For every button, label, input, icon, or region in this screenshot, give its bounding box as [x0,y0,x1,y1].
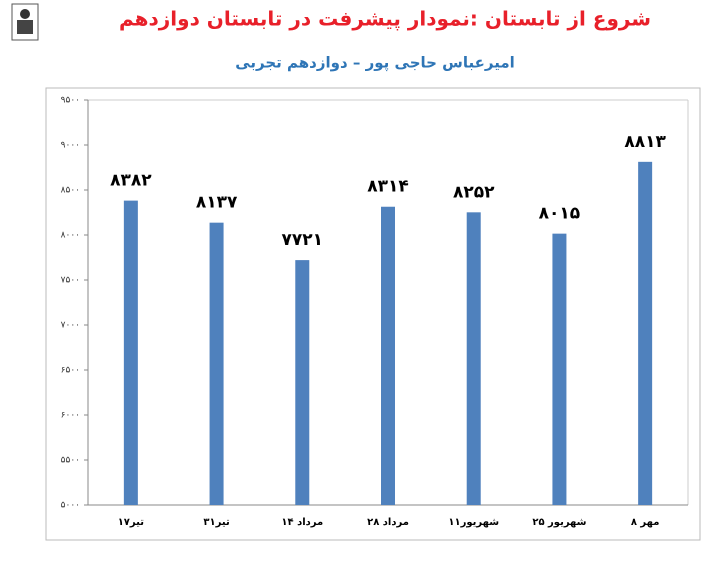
y-tick-label: ۹۵۰۰ [61,96,80,106]
x-tick-label: ۲۵ شهریور [532,517,586,528]
x-tick-label: ۳۱تیر [203,517,230,528]
logo-head [20,9,30,19]
logo-body [17,20,33,34]
bar [552,233,567,505]
x-tick-label: ۱۷تیر [118,517,145,528]
x-tick-label: ۱۱شهریور [448,517,499,528]
logo [11,3,39,41]
value-label: ۷۷۲۱ [282,230,324,250]
y-tick-label: ۵۵۰۰ [61,456,80,466]
y-tick-label: ۸۰۰۰ [61,231,80,241]
y-tick-label: ۷۵۰۰ [61,276,80,286]
chart-title: شروع از تابستان :نمودار پیشرفت در تابستا… [119,7,651,32]
y-tick-label: ۹۰۰۰ [61,141,80,151]
value-label: ۸۱۳۷ [196,193,238,213]
bar [466,212,481,505]
value-label: ۸۸۱۳ [624,132,666,152]
y-tick-label: ۸۵۰۰ [61,186,80,196]
x-tick-label: ۲۸ مرداد [367,517,409,528]
x-tick-label: ۸ مهر [631,517,660,528]
bar [381,206,395,506]
y-tick-label: ۵۰۰۰ [61,501,80,511]
bar [123,200,138,505]
y-tick-label: ۷۰۰۰ [61,321,80,331]
chart-subtitle: امیرعباس حاجی پور – دوازدهم تجربی [235,54,515,73]
value-label: ۸۳۱۴ [367,177,409,197]
y-tick-label: ۶۵۰۰ [61,366,80,376]
value-label: ۸۳۸۲ [110,171,152,191]
x-tick-label: ۱۴ مرداد [281,517,323,528]
y-tick-label: ۶۰۰۰ [61,411,80,421]
value-label: ۸۰۱۵ [539,204,581,224]
bar [638,161,653,505]
bar [295,260,310,505]
value-label: ۸۲۵۲ [453,182,495,202]
chart-frame [45,87,701,541]
bar [209,222,224,506]
